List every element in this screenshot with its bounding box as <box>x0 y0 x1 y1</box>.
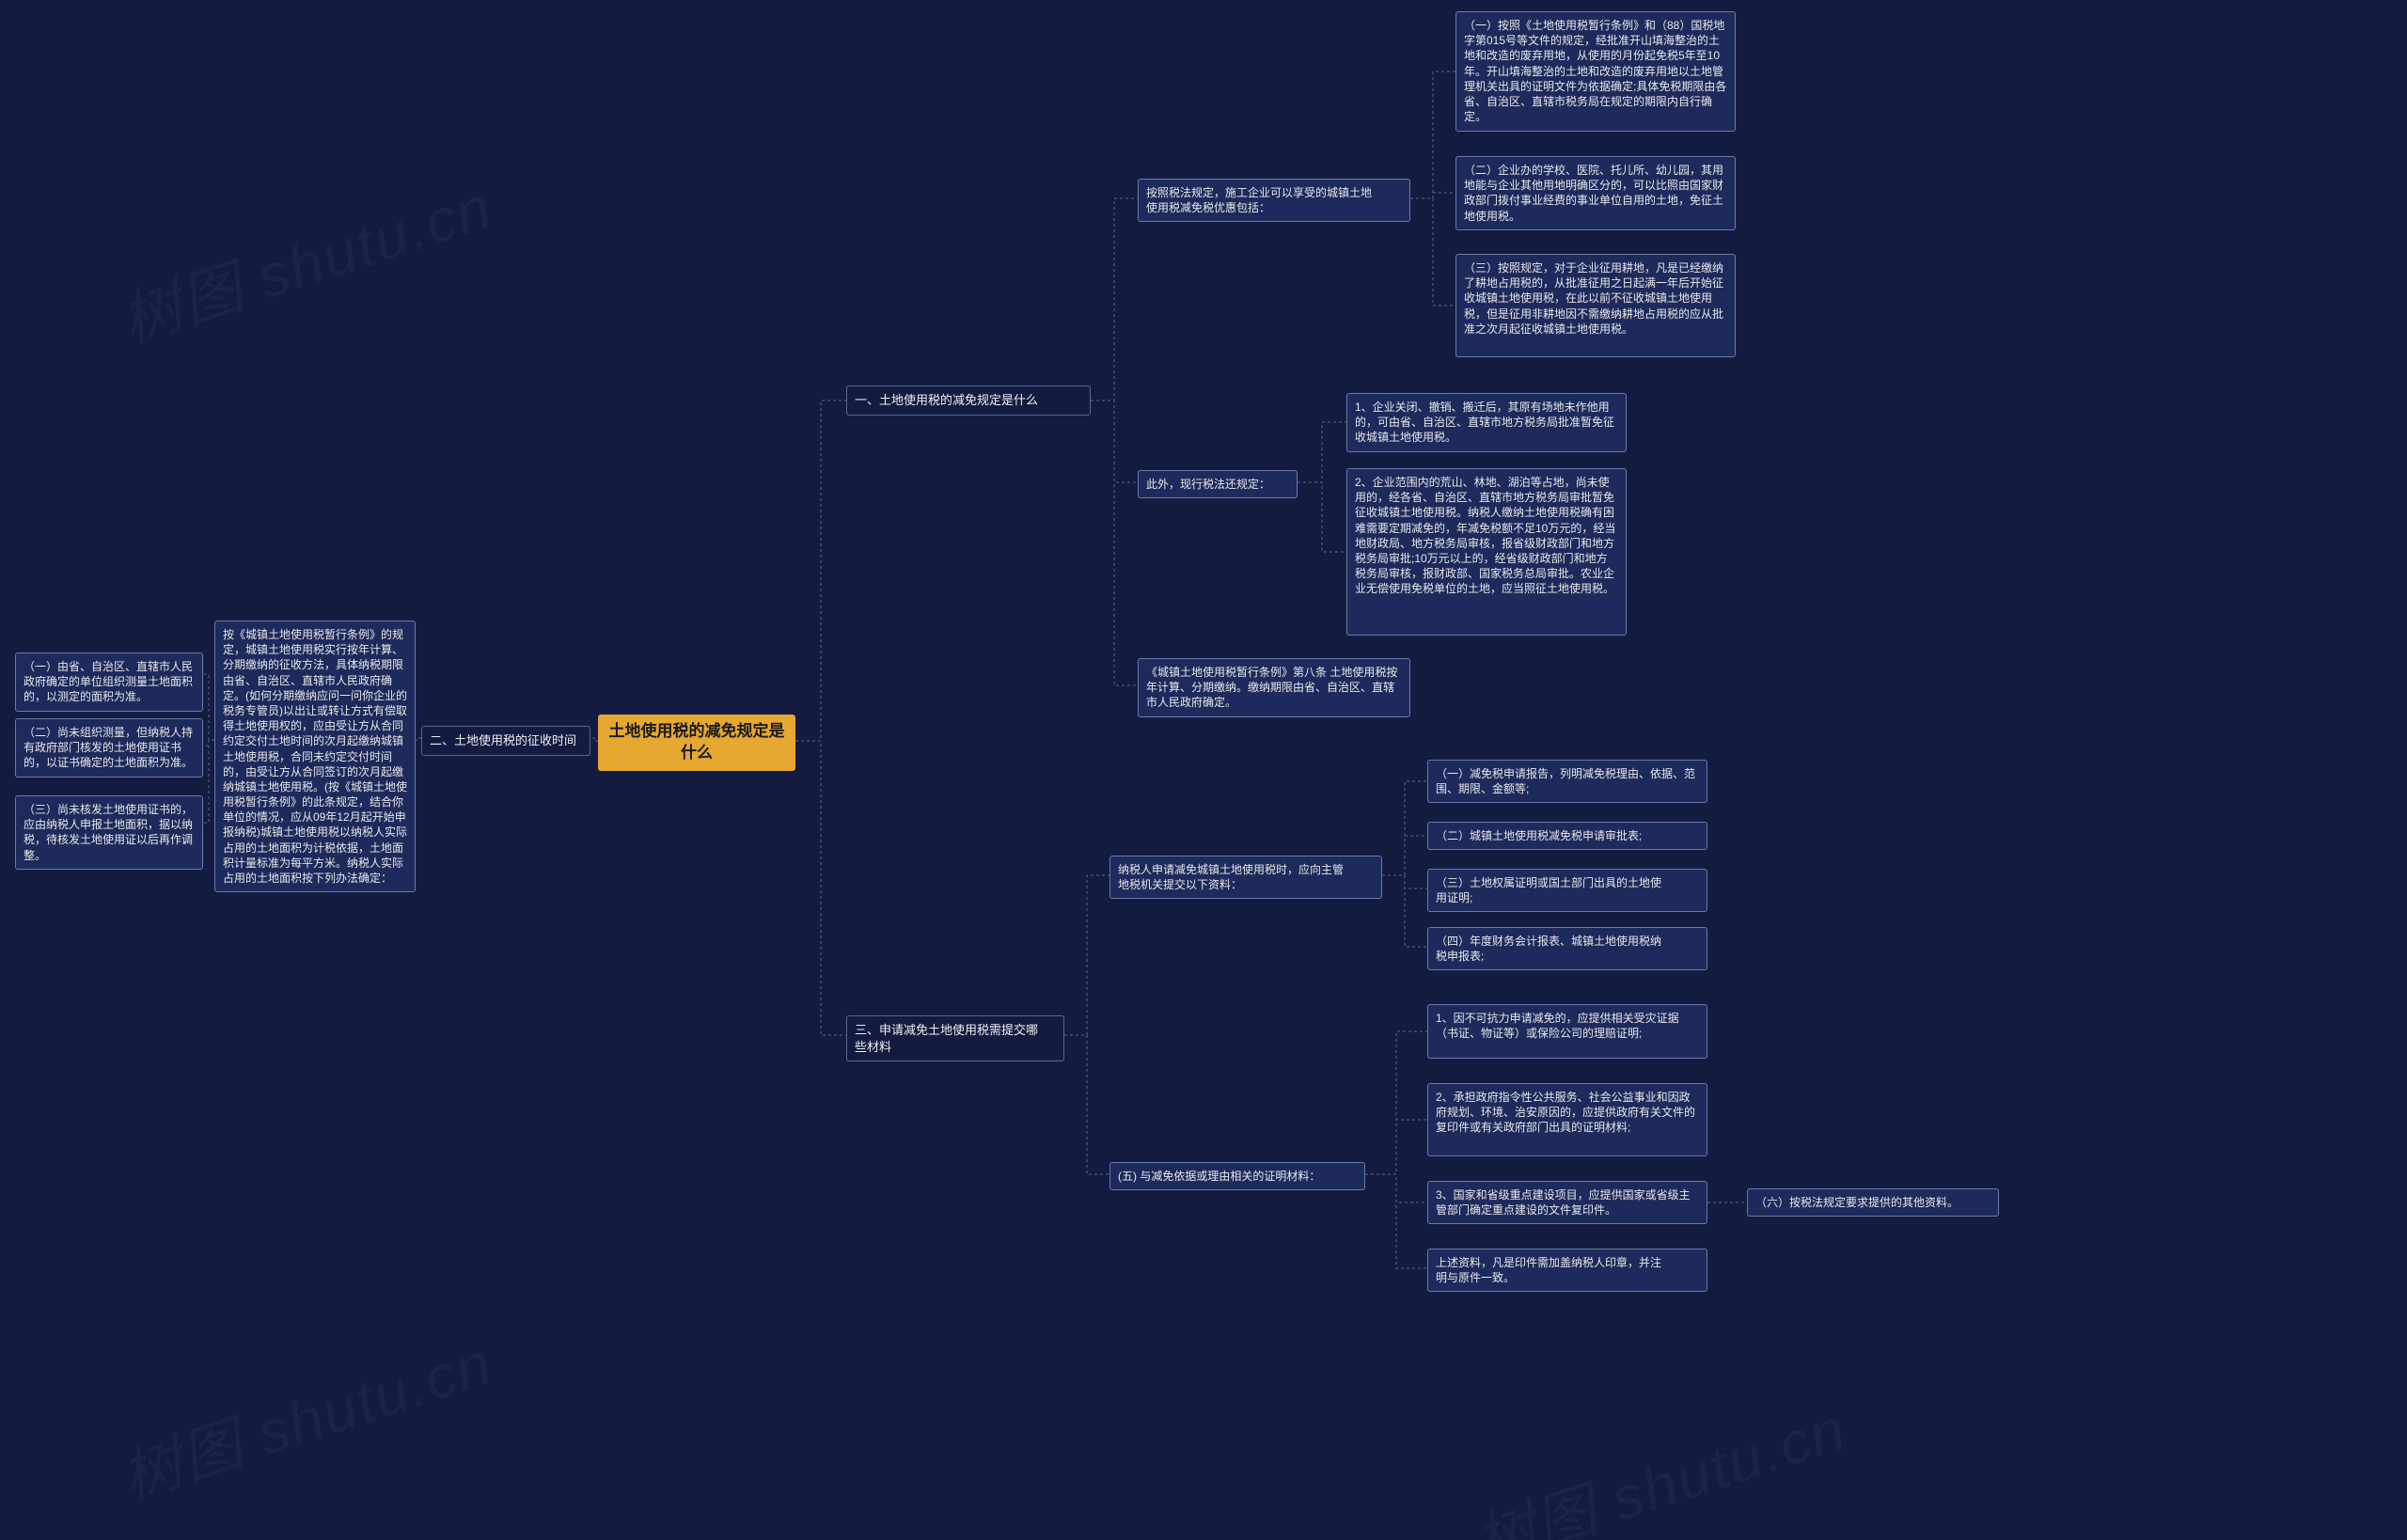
connector <box>1091 401 1138 482</box>
mindmap-canvas: 树图 shutu.cn 树图 shutu.cn 树图 shutu.cn 土地使用税的减… <box>0 0 2407 1540</box>
node-b3b3a[interactable]: （六）按税法规定要求提供的其他资料。 <box>1747 1188 1999 1217</box>
node-b2a[interactable]: 按《城镇土地使用税暂行条例》的规定，城镇土地使用税实行按年计算、分期缴纳的征收方… <box>214 621 416 892</box>
connector <box>1091 401 1138 685</box>
connector <box>1382 781 1427 875</box>
connector <box>1298 422 1346 482</box>
connector <box>1365 1031 1427 1174</box>
node-b1b1[interactable]: 1、企业关闭、撤销、搬迁后，其原有场地未作他用的，可由省、自治区、直辖市地方税务… <box>1346 393 1627 452</box>
connector <box>203 740 214 746</box>
watermark: 树图 shutu.cn <box>109 1315 502 1516</box>
connector <box>1382 875 1427 947</box>
connector <box>1298 482 1346 552</box>
connector <box>1365 1174 1427 1268</box>
connector <box>1382 836 1427 875</box>
connector <box>590 738 598 741</box>
connector <box>1410 193 1455 198</box>
connector <box>203 740 214 823</box>
node-b3b1[interactable]: 1、因不可抗力申请减免的，应提供相关受灾证据（书证、物证等）或保险公司的理赔证明… <box>1427 1004 1707 1059</box>
node-b1c[interactable]: 《城镇土地使用税暂行条例》第八条 土地使用税按年计算、分期缴纳。缴纳期限由省、自… <box>1138 658 1410 717</box>
node-b1a3[interactable]: （三）按照规定，对于企业征用耕地，凡是已经缴纳了耕地占用税的，从批准征用之日起满… <box>1455 254 1736 357</box>
connector <box>1365 1120 1427 1174</box>
node-b3a3[interactable]: （三）土地权属证明或国土部门出具的土地使 用证明; <box>1427 869 1707 912</box>
node-b3[interactable]: 三、申请减免土地使用税需提交哪 些材料 <box>846 1015 1064 1061</box>
node-b1b2[interactable]: 2、企业范围内的荒山、林地、湖泊等占地，尚未使用的，经各省、自治区、直辖市地方税… <box>1346 468 1627 636</box>
connector <box>203 674 214 740</box>
node-b2a3[interactable]: （三）尚未核发土地使用证书的，应由纳税人申报土地面积，据以纳税，待核发土地使用证… <box>15 795 203 870</box>
node-b1[interactable]: 一、土地使用税的减免规定是什么 <box>846 385 1091 416</box>
node-b3a2[interactable]: （二）城镇土地使用税减免税申请审批表; <box>1427 822 1707 850</box>
node-b3b3[interactable]: 3、国家和省级重点建设项目，应提供国家或省级主管部门确定重点建设的文件复印件。 <box>1427 1181 1707 1224</box>
node-b3a4[interactable]: （四）年度财务会计报表、城镇土地使用税纳 税申报表; <box>1427 927 1707 970</box>
node-b2a1[interactable]: （一）由省、自治区、直辖市人民政府确定的单位组织测量土地面积的，以测定的面积为准… <box>15 652 203 712</box>
connector <box>1091 198 1138 401</box>
node-b3b[interactable]: (五) 与减免依据或理由相关的证明材料： <box>1109 1162 1365 1190</box>
root-node[interactable]: 土地使用税的减免规定是 什么 <box>598 715 795 771</box>
watermark: 树图 shutu.cn <box>1463 1381 1856 1540</box>
node-b2[interactable]: 二、土地使用税的征收时间 <box>421 726 590 756</box>
node-b1a[interactable]: 按照税法规定，施工企业可以享受的城镇土地 使用税减免税优惠包括： <box>1138 179 1410 222</box>
node-b3b2[interactable]: 2、承担政府指令性公共服务、社会公益事业和因政府规划、环境、治安原因的，应提供政… <box>1427 1083 1707 1156</box>
connector <box>795 741 846 1035</box>
connector <box>795 401 846 741</box>
node-b1a1[interactable]: （一）按照《土地使用税暂行条例》和（88）国税地字第015号等文件的规定，经批准… <box>1455 11 1736 132</box>
connector <box>1365 1174 1427 1202</box>
node-b3a1[interactable]: （一）减免税申请报告，列明减免税理由、依据、范围、期限、金额等; <box>1427 760 1707 803</box>
node-b1b[interactable]: 此外，现行税法还规定： <box>1138 470 1298 498</box>
node-b2a2[interactable]: （二）尚未组织测量，但纳税人持有政府部门核发的土地使用证书的，以证书确定的土地面… <box>15 718 203 778</box>
node-b1a2[interactable]: （二）企业办的学校、医院、托儿所、幼儿园，其用地能与企业其他用地明确区分的，可以… <box>1455 156 1736 230</box>
connector <box>1382 875 1427 888</box>
connector <box>1410 198 1455 306</box>
node-b3a[interactable]: 纳税人申请减免城镇土地使用税时，应向主管 地税机关提交以下资料： <box>1109 856 1382 899</box>
connector <box>1410 71 1455 198</box>
node-b3b4[interactable]: 上述资料，凡是印件需加盖纳税人印章，并注 明与原件一致。 <box>1427 1249 1707 1292</box>
connector <box>1064 1035 1109 1174</box>
connector <box>1064 875 1109 1035</box>
watermark: 树图 shutu.cn <box>109 159 502 360</box>
